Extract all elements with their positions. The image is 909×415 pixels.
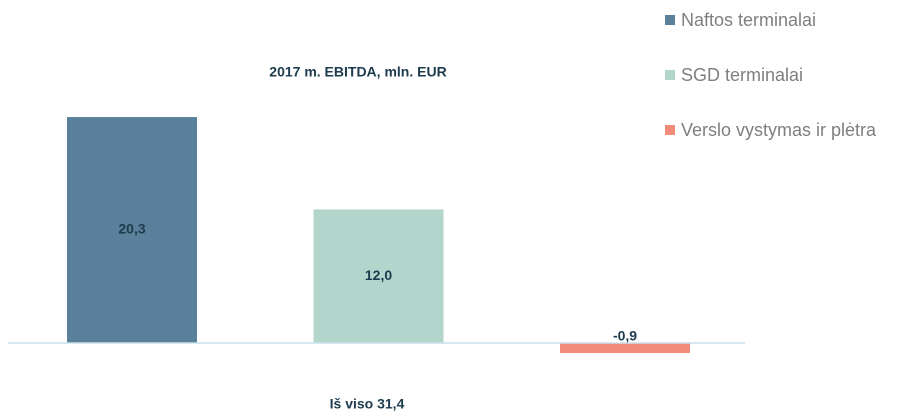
chart-title: 2017 m. EBITDA, mln. EUR bbox=[269, 64, 446, 80]
legend-label: Verslo vystymas ir plėtra bbox=[681, 120, 877, 140]
total-annotation: Iš viso 31,4 bbox=[330, 396, 405, 412]
legend-entry: Naftos terminalai bbox=[665, 6, 909, 34]
legend-swatch bbox=[665, 15, 675, 25]
legend-label: Naftos terminalai bbox=[681, 10, 817, 30]
legend-label: SGD terminalai bbox=[681, 65, 804, 85]
value-label: -0,9 bbox=[613, 328, 637, 344]
bar bbox=[560, 343, 690, 354]
value-label: 20,3 bbox=[118, 221, 145, 237]
legend-swatch bbox=[665, 70, 675, 80]
legend-entry: SGD terminalai bbox=[665, 61, 909, 89]
bar bbox=[67, 117, 197, 343]
legend-entry: Verslo vystymas ir plėtra bbox=[665, 116, 909, 144]
value-label: 12,0 bbox=[365, 267, 392, 283]
legend-swatch bbox=[665, 125, 675, 135]
bar bbox=[313, 209, 444, 343]
